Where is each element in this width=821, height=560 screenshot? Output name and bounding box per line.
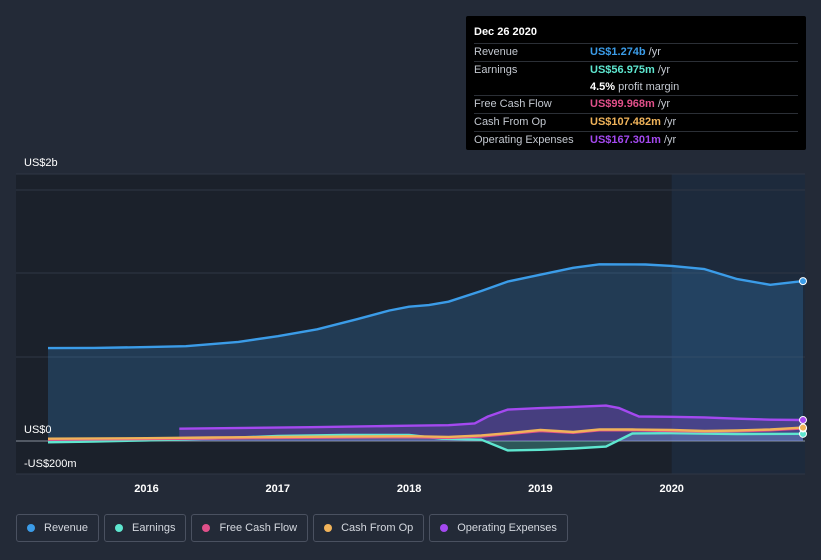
tooltip-label: Earnings — [474, 63, 518, 76]
legend-label: Free Cash Flow — [219, 522, 298, 534]
tooltip-value: 4.5% — [590, 80, 616, 93]
series-end-markers — [799, 277, 807, 438]
legend-item-free-cash-flow[interactable]: Free Cash Flow — [191, 514, 309, 542]
tooltip-unit: /yr — [657, 63, 671, 76]
legend-label: Revenue — [44, 522, 89, 534]
revenue-end-point — [799, 277, 807, 286]
tooltip-label — [474, 79, 590, 96]
legend-item-operating-expenses[interactable]: Operating Expenses — [429, 514, 568, 542]
tooltip-label: Revenue — [474, 46, 519, 58]
tooltip-value: US$107.482m — [590, 116, 661, 129]
revenue-line — [47, 263, 804, 350]
revenue-area — [48, 264, 803, 441]
legend-dot-icon — [115, 524, 124, 532]
x-tick-label: 2018 — [397, 483, 421, 495]
tooltip-row-profit-margin: 4.5% profit margin — [474, 79, 798, 96]
tooltip-label: Operating Expenses — [474, 133, 574, 146]
highlight-region — [671, 174, 805, 474]
tooltip-label: Cash From Op — [474, 116, 547, 129]
tooltip-label: Free Cash Flow — [474, 98, 552, 111]
chart-legend: Revenue Earnings Free Cash Flow Cash Fro… — [16, 514, 568, 542]
tooltip-value: US$56.975m — [590, 63, 655, 76]
legend-label: Earnings — [132, 522, 176, 534]
legend-label: Operating Expenses — [457, 522, 557, 534]
operating-expenses-line — [179, 404, 804, 430]
tooltip-row-operating-expenses: Operating Expenses US$167.301m /yr — [474, 130, 798, 149]
tooltip-unit: /yr — [663, 133, 677, 146]
operating-expenses-area — [179, 405, 804, 441]
legend-dot-icon — [440, 524, 449, 532]
tooltip-row-free-cash-flow: Free Cash Flow US$99.968m /yr — [474, 95, 798, 113]
tooltip-unit: /yr — [657, 98, 671, 111]
operating-expenses-end-point — [799, 416, 807, 425]
x-tick-label: 2019 — [528, 483, 552, 495]
legend-item-earnings[interactable]: Earnings — [104, 514, 187, 542]
x-axis-ticks: 2016 2017 2018 2019 2020 — [134, 483, 684, 495]
data-tooltip: Dec 26 2020 Revenue US$1.274b /yr Earnin… — [466, 16, 806, 150]
tooltip-date: Dec 26 2020 — [474, 26, 537, 38]
tooltip-row-earnings: Earnings US$56.975m /yr — [474, 60, 798, 79]
x-tick-label: 2016 — [134, 483, 158, 495]
y-label-top: US$2b — [24, 157, 58, 169]
y-label-zero: US$0 — [24, 424, 52, 436]
tooltip-row-revenue: Revenue US$1.274b /yr — [474, 43, 798, 61]
legend-dot-icon — [324, 524, 333, 532]
tooltip-value: US$99.968m — [590, 98, 655, 111]
legend-item-cash-from-op[interactable]: Cash From Op — [313, 514, 425, 542]
cash-from-op-end-point — [799, 423, 807, 432]
legend-dot-icon — [27, 524, 35, 532]
tooltip-value: US$167.301m — [590, 133, 661, 146]
legend-dot-icon — [202, 524, 211, 532]
tooltip-value: US$1.274b — [590, 46, 646, 58]
x-tick-label: 2017 — [266, 483, 290, 495]
x-tick-label: 2020 — [659, 483, 683, 495]
tooltip-unit: /yr — [648, 46, 661, 58]
legend-label: Cash From Op — [341, 522, 414, 534]
tooltip-unit: /yr — [663, 116, 677, 129]
tooltip-row-cash-from-op: Cash From Op US$107.482m /yr — [474, 113, 798, 131]
cash-from-op-line — [47, 426, 804, 440]
legend-item-revenue[interactable]: Revenue — [16, 514, 100, 542]
tooltip-unit: profit margin — [618, 80, 680, 93]
y-label-bottom: -US$200m — [24, 458, 77, 470]
series-lines — [47, 263, 804, 452]
